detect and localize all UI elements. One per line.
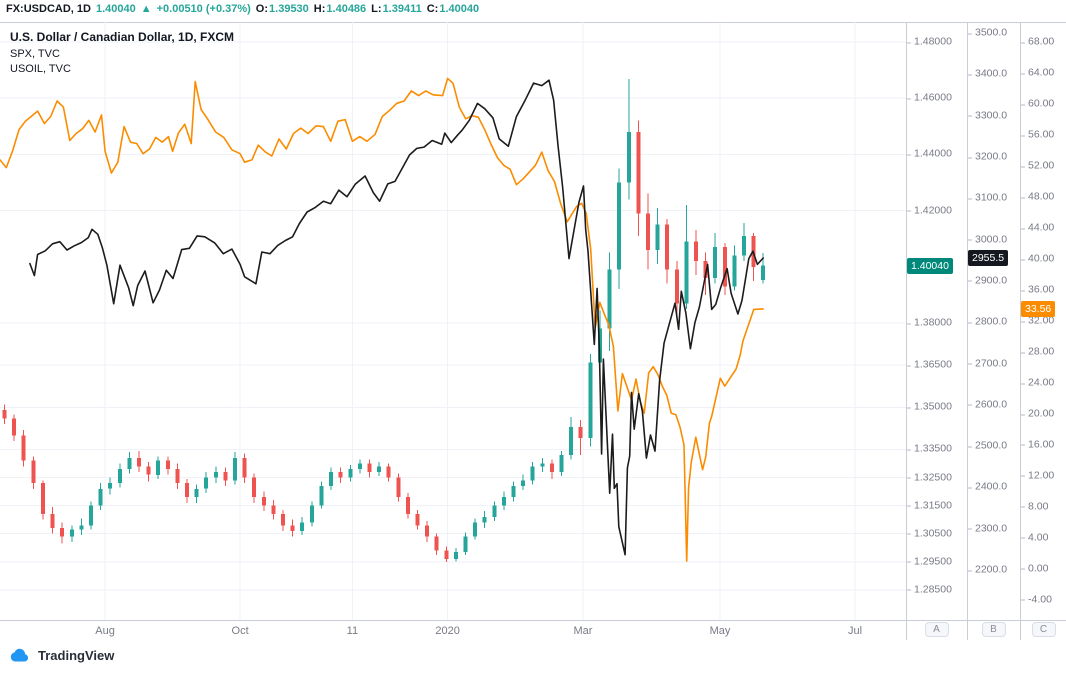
spx-price-tick: 3100.0 bbox=[967, 191, 1008, 204]
spx-price-tick: 3300.0 bbox=[967, 109, 1008, 122]
usdcad-price-tick: 1.36500 bbox=[907, 358, 952, 371]
header-separator bbox=[0, 22, 1066, 23]
last-price: 1.40040 bbox=[95, 3, 136, 15]
time-tick-2020: 2020 bbox=[435, 625, 460, 637]
tradingview-logo-text: TradingView bbox=[38, 648, 115, 663]
high-label: H: bbox=[313, 3, 326, 15]
price-change: +0.00510 (+0.37%) bbox=[156, 3, 251, 15]
low-value: 1.39411 bbox=[382, 3, 422, 15]
tradingview-cloud-icon bbox=[10, 648, 29, 662]
price-scale-usdcad[interactable]: A 1.48000 1.46000 1.44000 1.42000 1.38000 1.3… bbox=[906, 22, 966, 640]
scale-b-button[interactable]: B bbox=[981, 622, 1006, 637]
candlestick-series-USDCAD bbox=[2, 79, 766, 562]
spx-price-badge: 2955.5 bbox=[968, 250, 1009, 266]
usoil-price-tick: 20.00 bbox=[1020, 407, 1055, 420]
usdcad-price-tick: 1.48000 bbox=[907, 35, 952, 48]
usoil-price-tick: 48.00 bbox=[1020, 190, 1055, 203]
tradingview-logo[interactable]: TradingView bbox=[8, 648, 114, 663]
usoil-price-tick: 16.00 bbox=[1020, 438, 1055, 451]
time-tick-Aug: Aug bbox=[95, 625, 115, 637]
open-value: 1.39530 bbox=[269, 3, 309, 15]
usdcad-price-tick: 1.42000 bbox=[907, 204, 952, 217]
spx-price-tick: 2600.0 bbox=[967, 398, 1008, 411]
spx-price-tick: 2500.0 bbox=[967, 439, 1008, 452]
spx-price-tick: 2900.0 bbox=[967, 274, 1008, 287]
spx-price-tick: 2200.0 bbox=[967, 563, 1008, 576]
usoil-price-tick: 40.00 bbox=[1020, 252, 1055, 265]
scale-c-button[interactable]: C bbox=[1031, 622, 1056, 637]
spx-price-tick: 3200.0 bbox=[967, 150, 1008, 163]
chart-legend: U.S. Dollar / Canadian Dollar, 1D, FXCM … bbox=[10, 30, 234, 78]
usoil-price-tick: 12.00 bbox=[1020, 469, 1055, 482]
usoil-price-tick: 4.00 bbox=[1020, 531, 1049, 544]
time-axis[interactable]: Aug Oct 11 2020 Mar May Jul bbox=[0, 624, 906, 640]
scale-a-button[interactable]: A bbox=[924, 622, 949, 637]
spx-price-tick: 3400.0 bbox=[967, 67, 1008, 80]
low-label: L: bbox=[371, 3, 382, 15]
usoil-price-tick: 44.00 bbox=[1020, 221, 1055, 234]
usoil-price-tick: 24.00 bbox=[1020, 376, 1055, 389]
usdcad-price-tick: 1.28500 bbox=[907, 583, 952, 596]
usoil-price-tick: -4.00 bbox=[1021, 593, 1052, 606]
usoil-price-tick: 32.00 bbox=[1020, 314, 1055, 327]
open-label: O: bbox=[255, 3, 269, 15]
usoil-price-tick: 56.00 bbox=[1020, 128, 1055, 141]
usoil-price-tick: 8.00 bbox=[1020, 500, 1049, 513]
spx-price-tick: 3500.0 bbox=[967, 26, 1008, 39]
line-series-SPX bbox=[29, 79, 765, 556]
usdcad-price-badge: 1.40040 bbox=[907, 257, 953, 274]
time-tick-Jul: Jul bbox=[847, 625, 863, 637]
usdcad-price-tick: 1.30500 bbox=[907, 527, 952, 540]
usoil-price-tick: 52.00 bbox=[1020, 159, 1055, 172]
high-value: 1.40486 bbox=[326, 3, 367, 15]
usdcad-price-tick: 1.32500 bbox=[907, 471, 952, 483]
usoil-price-tick: 28.00 bbox=[1020, 345, 1055, 358]
usdcad-price-tick: 1.46000 bbox=[907, 91, 952, 104]
spx-price-tick: 3000.0 bbox=[967, 233, 1008, 246]
legend-overlay-usoil[interactable]: USOIL, TVC bbox=[10, 63, 71, 75]
time-tick-Mar: Mar bbox=[573, 625, 593, 637]
spx-price-tick: 2700.0 bbox=[967, 357, 1008, 369]
spx-price-tick: 2800.0 bbox=[967, 315, 1008, 328]
time-tick-Oct: Oct bbox=[231, 625, 249, 637]
usdcad-price-tick: 1.31500 bbox=[907, 499, 952, 512]
close-label: C: bbox=[426, 3, 439, 15]
spx-price-tick: 2400.0 bbox=[967, 480, 1008, 493]
usdcad-price-tick: 1.29500 bbox=[907, 555, 952, 568]
usoil-price-tick: 60.00 bbox=[1020, 97, 1055, 110]
time-tick-May: May bbox=[709, 625, 731, 637]
time-tick-11: 11 bbox=[346, 625, 359, 637]
usoil-price-tick: 68.00 bbox=[1020, 35, 1055, 48]
symbol-info-bar: FX:USDCAD, 1D 1.40040 ▲ +0.00510 (+0.37%) O:… bbox=[6, 3, 484, 19]
spx-price-tick: 2300.0 bbox=[967, 522, 1008, 535]
usoil-price-badge: 33.56 bbox=[1021, 300, 1056, 317]
usoil-price-tick: 0.00 bbox=[1020, 562, 1049, 575]
usoil-price-tick: 64.00 bbox=[1020, 66, 1055, 79]
symbol-title[interactable]: FX:USDCAD, 1D bbox=[6, 3, 91, 15]
grid-lines bbox=[0, 22, 906, 620]
usdcad-price-tick: 1.33500 bbox=[907, 442, 952, 455]
usdcad-price-tick: 1.38000 bbox=[907, 316, 952, 329]
price-change-arrow: ▲ bbox=[140, 3, 152, 15]
usdcad-price-tick: 1.35000 bbox=[907, 400, 952, 413]
price-scale-spx[interactable]: B 3500.0 3400.0 3300.0 3200.0 3100.0 3000.0 29… bbox=[967, 22, 1019, 640]
usdcad-price-tick: 1.44000 bbox=[907, 147, 952, 160]
time-axis-separator bbox=[0, 620, 1066, 621]
close-value: 1.40040 bbox=[439, 3, 480, 15]
legend-main-series[interactable]: U.S. Dollar / Canadian Dollar, 1D, FXCM bbox=[10, 30, 235, 44]
chart-plot-area[interactable] bbox=[0, 22, 906, 620]
usoil-price-tick: 36.00 bbox=[1020, 283, 1055, 296]
legend-overlay-spx[interactable]: SPX, TVC bbox=[10, 48, 60, 60]
line-series-USOIL bbox=[0, 77, 765, 562]
price-scale-usoil[interactable]: C 68.00 64.00 60.00 56.00 52.00 48.00 44.00 40.… bbox=[1020, 22, 1066, 640]
